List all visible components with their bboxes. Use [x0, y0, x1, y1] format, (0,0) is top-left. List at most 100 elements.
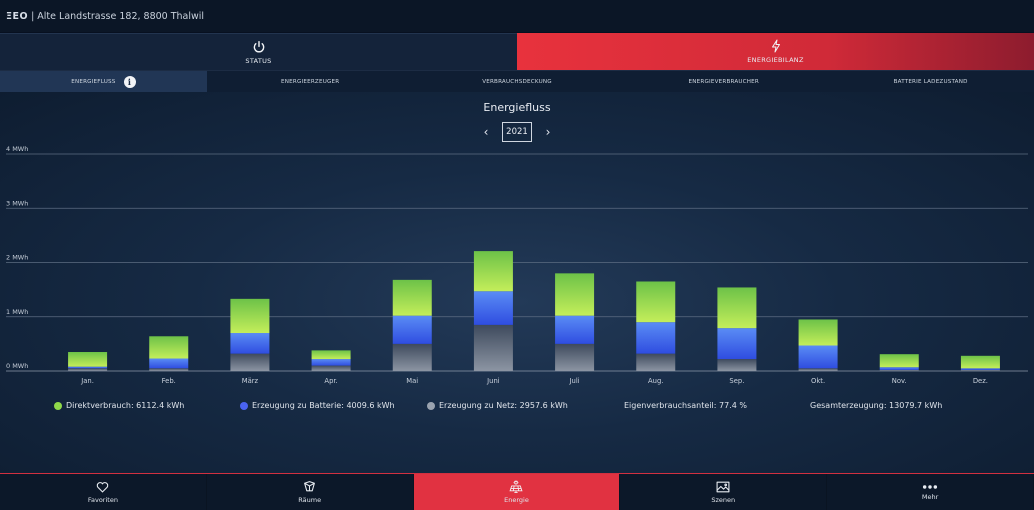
bar-segment[interactable] — [68, 366, 108, 369]
bottom-navigation: Favoriten Räume Energie Szenen — [0, 473, 1034, 510]
x-tick-label: Feb. — [162, 377, 176, 385]
subtab-energiefluss-label: ENERGIEFLUSS — [71, 78, 116, 85]
legend-batterie: Erzeugung zu Batterie: 4009.6 kWh — [240, 401, 395, 410]
next-year-button[interactable]: › — [545, 125, 551, 139]
tab-energiebilanz[interactable]: ENERGIEBILANZ — [517, 33, 1034, 70]
y-tick-label: 4 MWh — [6, 145, 28, 153]
power-icon — [253, 40, 264, 52]
more-dots-icon — [923, 484, 938, 489]
bar-segment[interactable] — [149, 368, 189, 371]
bar-segment[interactable] — [68, 352, 108, 367]
x-tick-label: Dez. — [973, 377, 988, 385]
legend-batterie-label: Erzeugung zu Batterie: 4009.6 kWh — [252, 401, 395, 410]
nav-raeume-label: Räume — [298, 496, 322, 504]
subtab-energieerzeuger[interactable]: ENERGIEERZEUGER — [207, 71, 414, 92]
bar-segment[interactable] — [960, 355, 1000, 369]
legend-netz: Erzeugung zu Netz: 2957.6 kWh — [427, 401, 568, 410]
nav-energie[interactable]: Energie — [413, 474, 621, 510]
info-icon[interactable]: i — [123, 75, 136, 88]
bar-segment[interactable] — [149, 358, 189, 369]
bar-segment[interactable] — [879, 369, 919, 371]
address-text: | Alte Landstrasse 182, 8800 Thalwil — [31, 10, 205, 22]
legend-direktverbrauch-label: Direktverbrauch: 6112.4 kWh — [66, 401, 185, 410]
nav-favoriten-label: Favoriten — [87, 495, 118, 504]
x-tick-label: Okt. — [811, 377, 825, 385]
bar-segment[interactable] — [68, 368, 108, 371]
subtab-batterie-ladezustand-label: BATTERIE LADEZUSTAND — [893, 78, 968, 85]
x-tick-label: Juli — [569, 377, 580, 385]
chart-title: Energiefluss — [483, 101, 551, 114]
energy-flow-chart: 0 MWh 1 MWh 2 MWh 3 MWh 4 MWh Jan. Feb. März Apr… — [6, 145, 1028, 385]
bar-segment[interactable] — [717, 359, 757, 371]
bar-segment[interactable] — [311, 365, 351, 371]
x-tick-label: Apr. — [324, 377, 337, 385]
bar-segment[interactable] — [555, 343, 595, 371]
image-icon — [716, 481, 730, 492]
y-tick-label: 0 MWh — [6, 362, 28, 370]
bar-segment[interactable] — [473, 251, 513, 292]
y-tick-label: 1 MWh — [6, 308, 28, 316]
legend-dot-grey — [427, 401, 435, 410]
bar-segment[interactable] — [392, 343, 432, 371]
bar-segment[interactable] — [392, 279, 432, 316]
bar-segment[interactable] — [473, 291, 513, 325]
subtab-batterie-ladezustand[interactable]: BATTERIE LADEZUSTAND — [827, 71, 1034, 92]
subtab-verbrauchsdeckung[interactable]: VERBRAUCHSDECKUNG — [414, 71, 621, 92]
legend-dot-green — [54, 401, 62, 410]
subtab-energiefluss[interactable]: ENERGIEFLUSS i — [0, 71, 207, 92]
prev-year-button[interactable]: ‹ — [483, 125, 489, 139]
bar-segment[interactable] — [555, 273, 595, 316]
y-tick-label: 3 MWh — [6, 199, 28, 207]
bar-segment[interactable] — [717, 287, 757, 329]
lightning-icon — [771, 39, 780, 53]
x-tick-label: Sep. — [729, 377, 744, 385]
content-area — [0, 92, 1034, 473]
bar-segment[interactable] — [879, 354, 919, 368]
tab-status[interactable]: STATUS — [0, 33, 517, 70]
subtab-verbrauchsdeckung-label: VERBRAUCHSDECKUNG — [482, 78, 552, 85]
nav-raeume[interactable]: Räume — [207, 474, 414, 510]
subtab-energieerzeuger-label: ENERGIEERZEUGER — [281, 78, 340, 85]
nav-mehr[interactable]: Mehr — [827, 474, 1034, 510]
bar-segment[interactable] — [798, 368, 838, 371]
nav-szenen-label: Szenen — [711, 495, 736, 504]
bar-segment[interactable] — [230, 333, 270, 354]
y-tick-label: 2 MWh — [6, 254, 28, 262]
bar-segment[interactable] — [798, 345, 838, 369]
bar-segment[interactable] — [960, 369, 1000, 371]
bar-segment[interactable] — [230, 298, 270, 334]
bar-segment[interactable] — [230, 353, 270, 371]
x-tick-label: Mai — [406, 377, 418, 385]
legend-eigenverbrauchsanteil: Eigenverbrauchsanteil: 77.4 % — [624, 401, 747, 410]
nav-szenen[interactable]: Szenen — [620, 474, 828, 510]
bar-segment[interactable] — [636, 322, 676, 354]
tab-energiebilanz-label: ENERGIEBILANZ — [747, 56, 804, 64]
bar-segment[interactable] — [149, 336, 189, 359]
legend-eigenverbrauchsanteil-label: Eigenverbrauchsanteil: 77.4 % — [624, 401, 747, 410]
bar-segment[interactable] — [717, 328, 757, 360]
bar-segment[interactable] — [311, 350, 351, 360]
subtab-energieverbraucher-label: ENERGIEVERBRAUCHER — [688, 78, 760, 85]
legend-netz-label: Erzeugung zu Netz: 2957.6 kWh — [439, 401, 568, 410]
x-tick-label: Jan. — [80, 377, 94, 385]
nav-favoriten[interactable]: Favoriten — [0, 474, 207, 510]
bar-segment[interactable] — [555, 315, 595, 344]
bar-segment[interactable] — [636, 353, 676, 371]
x-tick-label: Nov. — [892, 377, 907, 385]
bar-segment[interactable] — [311, 359, 351, 366]
legend-direktverbrauch: Direktverbrauch: 6112.4 kWh — [54, 401, 184, 410]
solar-panel-icon — [509, 480, 524, 493]
subtab-energieverbraucher[interactable]: ENERGIEVERBRAUCHER — [620, 71, 827, 92]
bar-segment[interactable] — [392, 315, 432, 344]
bar-segment[interactable] — [879, 367, 919, 370]
app-logo: ΞEO — [6, 10, 29, 22]
bar-segment[interactable] — [636, 281, 676, 323]
year-display: 2021 — [502, 122, 532, 142]
legend-dot-blue — [240, 401, 248, 410]
bar-segment[interactable] — [473, 324, 513, 371]
bar-segment[interactable] — [798, 319, 838, 346]
x-tick-label: Juni — [486, 377, 500, 385]
bar-segment[interactable] — [960, 368, 1000, 370]
x-tick-label: Aug. — [648, 377, 663, 385]
nav-energie-label: Energie — [504, 496, 529, 504]
